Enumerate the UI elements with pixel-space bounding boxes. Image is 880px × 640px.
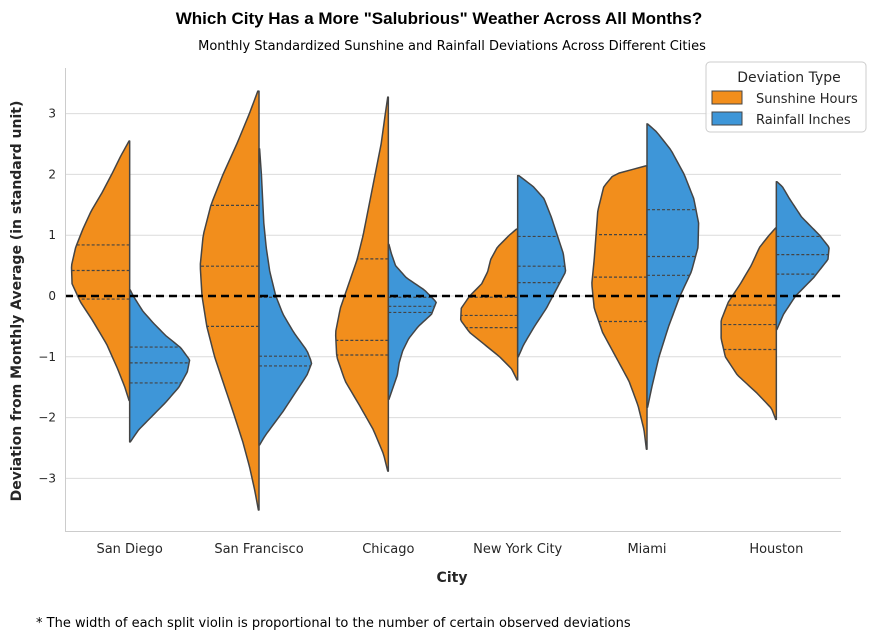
violin-body (516, 174, 567, 358)
x-tick-label: New York City (473, 542, 562, 557)
legend-label-rainfall: Rainfall Inches (756, 113, 851, 128)
x-tick-label: San Francisco (214, 542, 303, 557)
violin-body (199, 90, 260, 511)
y-tick-label: −1 (38, 350, 56, 364)
violin-body (70, 140, 131, 402)
legend-box (705, 61, 867, 133)
violins (70, 90, 830, 511)
violin-body (459, 228, 519, 381)
y-tick-label: −3 (38, 471, 56, 485)
y-tick-labels: −3 −2 −1 0 1 2 3 (38, 107, 56, 486)
chart-title: Which City Has a More "Salubrious" Weath… (176, 9, 703, 28)
legend: Deviation Type Sunshine Hours Rainfall I… (705, 61, 867, 133)
x-tick-label: San Diego (96, 542, 162, 557)
y-tick-label: 3 (48, 107, 56, 121)
y-tick-label: 1 (48, 228, 56, 242)
x-tick-label: Chicago (362, 542, 414, 557)
y-tick-label: 0 (48, 289, 56, 303)
violin-body (591, 165, 648, 450)
x-tick-labels: San Diego San Francisco Chicago New York Ci… (96, 542, 803, 557)
violin-sunshine (459, 228, 519, 381)
y-tick-label: −2 (38, 411, 56, 425)
violin-sunshine (591, 165, 648, 450)
violin-rainfall (128, 289, 191, 443)
x-axis-label: City (437, 570, 468, 586)
violin-sunshine (199, 90, 260, 511)
y-axis-label: Deviation from Monthly Average (in stand… (9, 101, 25, 502)
legend-title: Deviation Type (737, 70, 841, 86)
legend-label-sunshine: Sunshine Hours (756, 92, 858, 107)
violin-body (387, 243, 437, 401)
violin-rainfall (516, 174, 567, 358)
violin-rainfall (775, 180, 830, 331)
violin-rainfall (646, 123, 700, 409)
violin-sunshine (334, 96, 390, 472)
violin-body (775, 180, 830, 331)
violin-body (646, 123, 700, 409)
y-tick-label: 2 (48, 167, 56, 181)
chart-subtitle: Monthly Standardized Sunshine and Rainfa… (198, 39, 706, 54)
violin-rainfall (387, 243, 437, 401)
violin-body (128, 289, 191, 443)
violin-sunshine (70, 140, 131, 402)
violin-body (720, 227, 778, 421)
violin-body (334, 96, 390, 472)
x-tick-label: Miami (627, 542, 666, 557)
x-tick-label: Houston (749, 542, 803, 557)
legend-swatch-sunshine (711, 90, 743, 105)
grid-lines (65, 113, 841, 479)
footnote: * The width of each split violin is prop… (36, 616, 631, 631)
violin-sunshine (720, 227, 778, 421)
legend-swatch-rainfall (711, 111, 743, 126)
